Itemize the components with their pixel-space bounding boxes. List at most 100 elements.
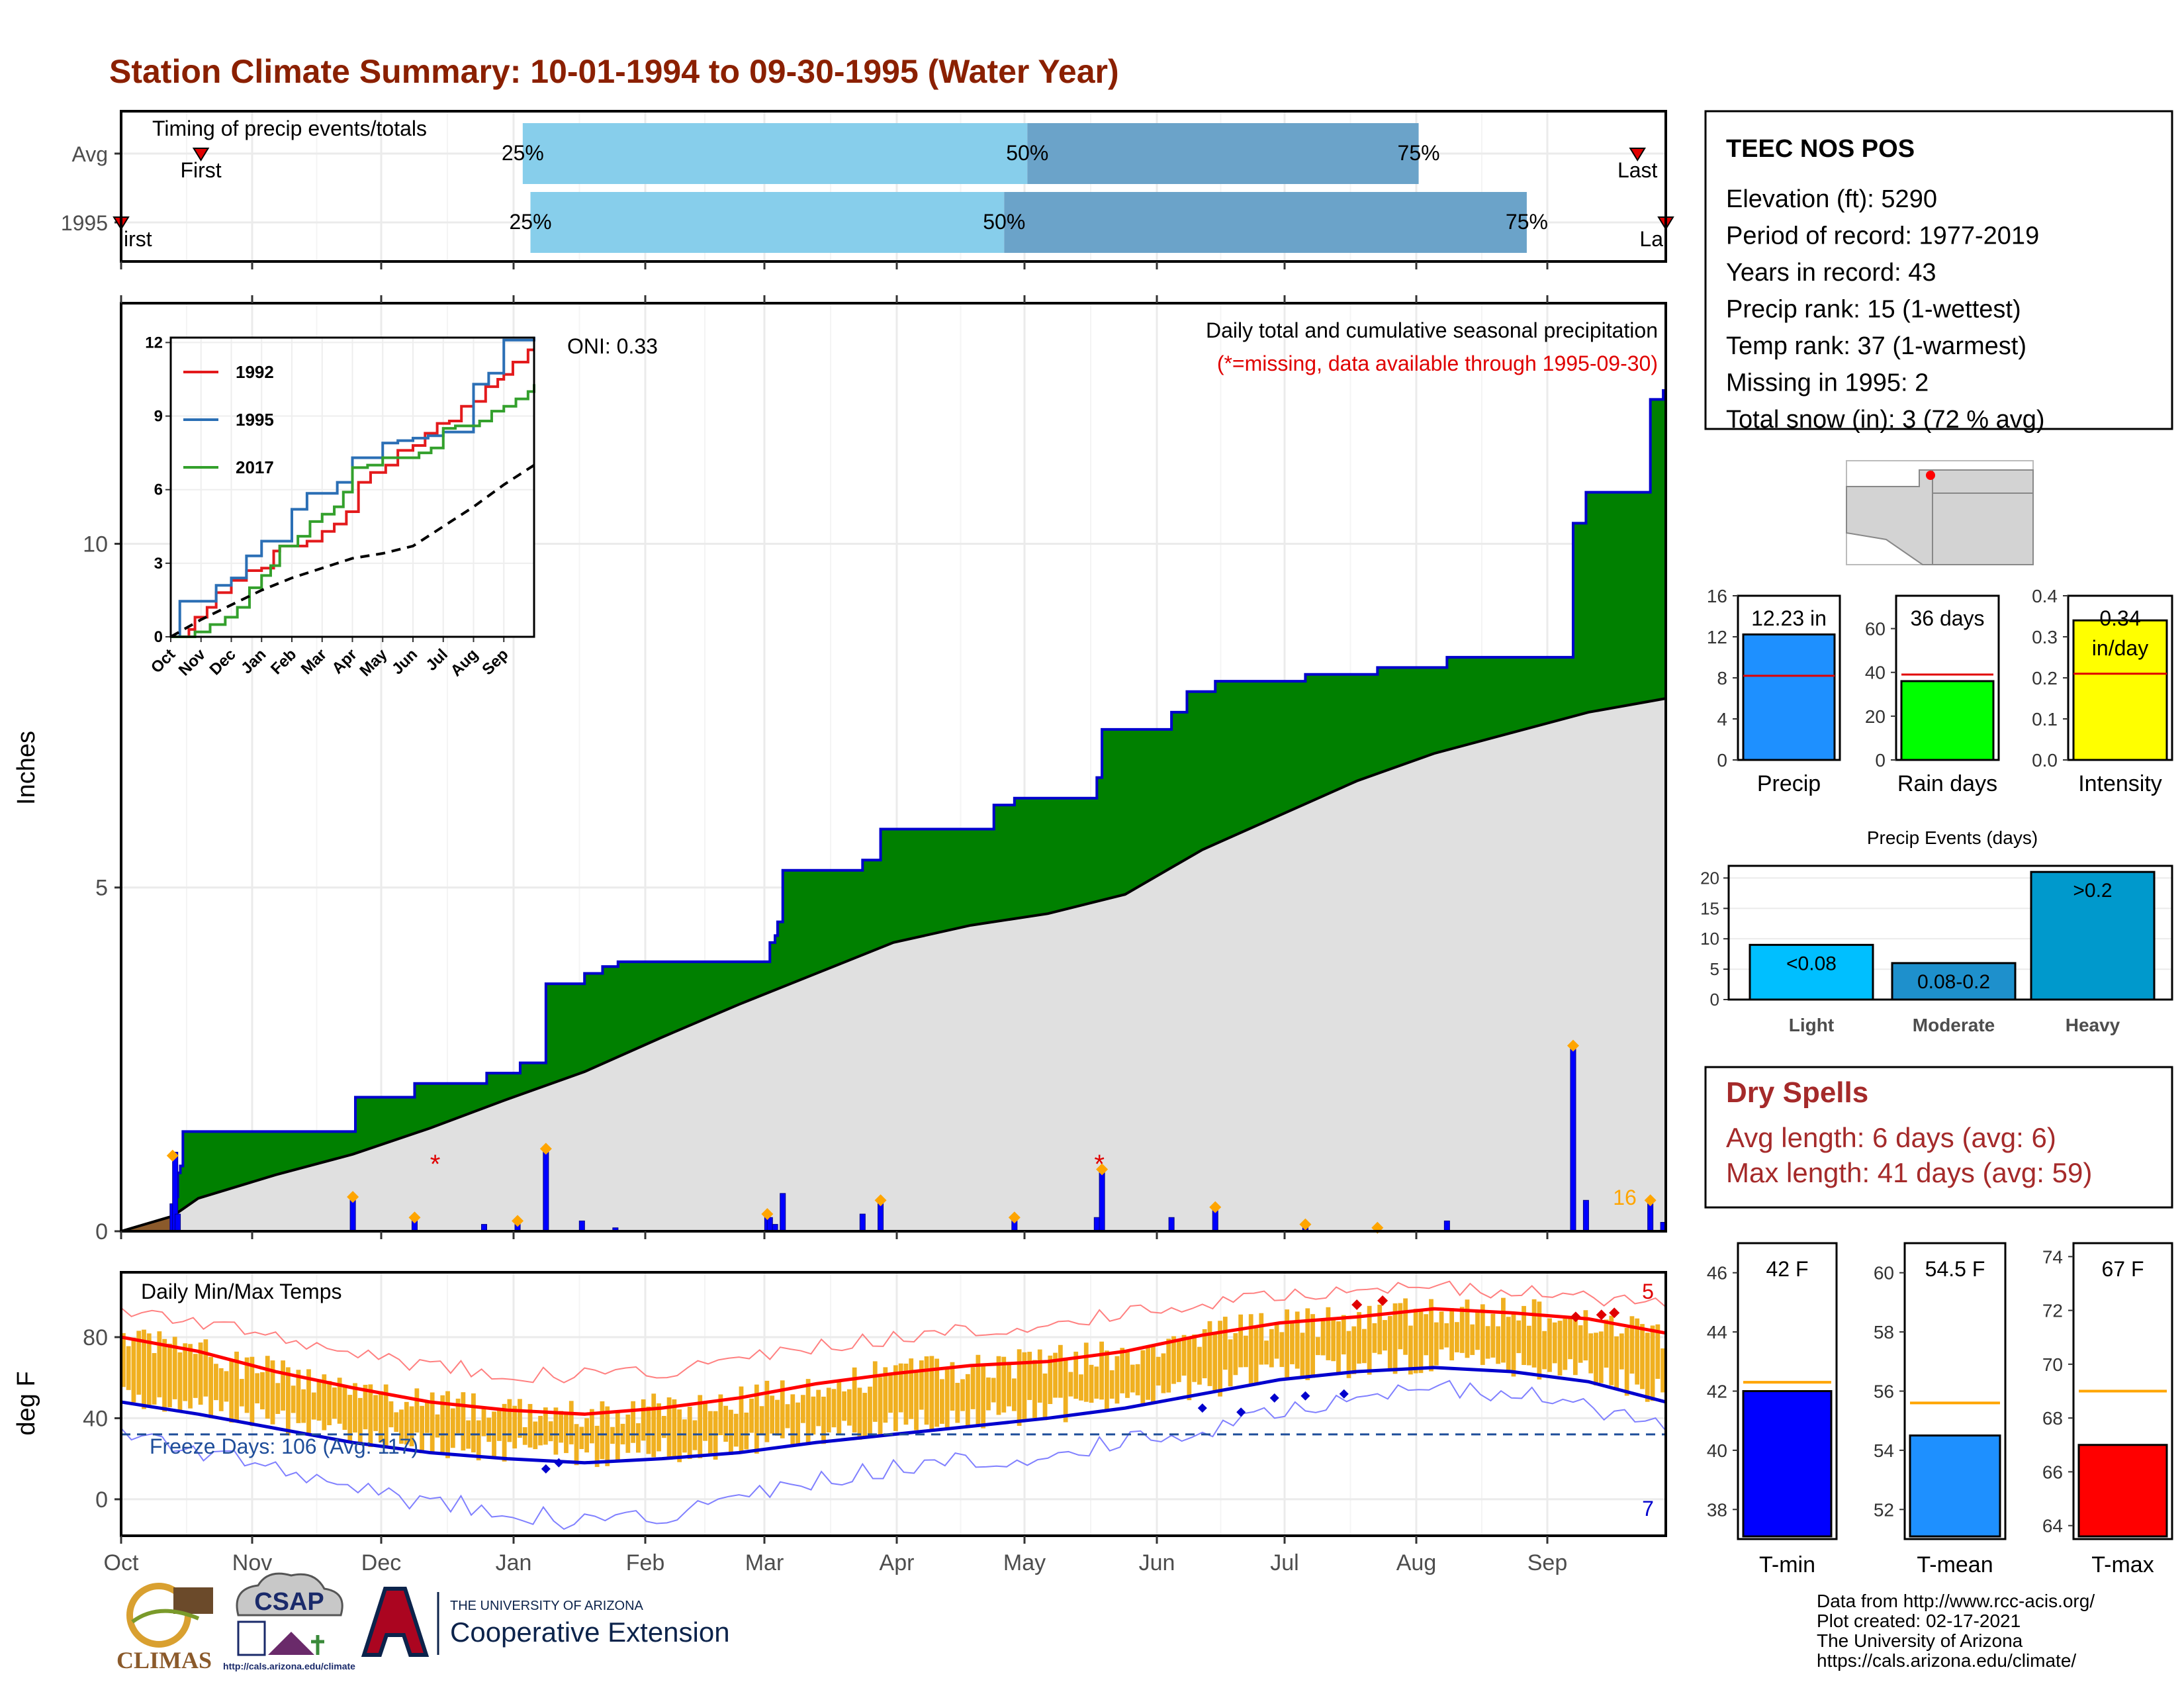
- station-location-dot: [1926, 471, 1935, 480]
- daily-temp-bar: [275, 1383, 281, 1415]
- daily-temp-bar: [965, 1374, 970, 1429]
- daily-temp-bar: [682, 1419, 687, 1453]
- daily-temp-bar: [1007, 1364, 1011, 1407]
- temp-y-axis-label: deg F: [13, 1371, 40, 1435]
- footer-line: Plot created: 02-17-2021: [1817, 1611, 2021, 1631]
- daily-temp-bar: [409, 1406, 414, 1446]
- daily-temp-bar: [641, 1399, 646, 1441]
- temp-summary-y-tick-label: 58: [1874, 1322, 1894, 1342]
- precip-frame: [120, 302, 1667, 1233]
- daily-temp-bar: [1315, 1336, 1320, 1356]
- daily-temp-bar: [1290, 1320, 1295, 1364]
- daily-temp-bar: [1661, 1348, 1665, 1393]
- inset-legend-label: 1995: [236, 410, 274, 430]
- daily-temp-bar: [940, 1379, 944, 1424]
- station-name: TEEC NOS POS: [1726, 135, 1915, 163]
- daily-temp-bar: [1146, 1346, 1150, 1400]
- daily-temp-bar: [476, 1420, 481, 1461]
- daily-temp-bar: [1583, 1310, 1588, 1361]
- freeze-days-label: Freeze Days: 106 (Avg: 117): [150, 1434, 418, 1458]
- daily-precip-bar: [780, 1193, 786, 1232]
- mean-min-temp-line: [120, 1366, 1666, 1465]
- daily-temp-bar: [610, 1427, 615, 1444]
- timing-bar-50-75: [1004, 192, 1527, 253]
- daily-temp-bar: [569, 1401, 574, 1444]
- daily-temp-bar: [1032, 1360, 1037, 1419]
- daily-temp-bar: [636, 1423, 641, 1453]
- summary-y-tick-label: 20: [1865, 706, 1886, 727]
- event-marker: [1644, 1194, 1657, 1207]
- daily-temp-bar: [1285, 1309, 1290, 1378]
- temp-summary-value-label: 54.5 F: [1925, 1257, 1985, 1281]
- daily-temp-bar: [1418, 1311, 1424, 1374]
- temp-panel-title: Daily Min/Max Temps: [141, 1280, 341, 1303]
- daily-temp-bar: [353, 1383, 357, 1433]
- event-marker: [166, 1149, 179, 1162]
- timing-bar-50-75: [1027, 123, 1419, 184]
- daily-temp-bar: [872, 1361, 878, 1422]
- daily-temp-bar: [1594, 1333, 1598, 1385]
- event-marker: [761, 1208, 774, 1221]
- temp-summary-value-bar: [1742, 1390, 1833, 1538]
- temp-summary-y-tick-label: 46: [1707, 1263, 1727, 1284]
- daily-temp-bar: [986, 1377, 991, 1411]
- daily-temp-bar: [1073, 1351, 1079, 1399]
- daily-temp-bar: [301, 1389, 306, 1423]
- summary-value-label: 36 days: [1910, 606, 1984, 630]
- event-marker: [1209, 1201, 1222, 1213]
- daily-temp-bar: [1233, 1333, 1238, 1376]
- inset-frame: [169, 336, 535, 638]
- daily-temp-bar: [1383, 1320, 1387, 1351]
- first-event-marker: [192, 148, 210, 162]
- timing-row-label: 1995: [61, 211, 108, 235]
- daily-temp-bar: [796, 1402, 800, 1444]
- daily-temp-bar: [1444, 1323, 1449, 1348]
- temp-y-tick-label: 80: [83, 1325, 108, 1350]
- daily-temp-bar: [420, 1405, 425, 1454]
- daily-temp-bar: [1279, 1332, 1285, 1368]
- footer: Data from http://www.rcc-acis.org/Plot c…: [116, 1572, 2095, 1673]
- daily-temp-bar: [337, 1378, 342, 1424]
- inset-legend-label: 2017: [236, 457, 274, 477]
- daily-temp-bar: [203, 1339, 208, 1397]
- daily-temp-bar: [1516, 1320, 1522, 1354]
- station-info-line: Precip rank: 15 (1-wettest): [1726, 296, 2021, 324]
- daily-temp-bar: [1192, 1335, 1197, 1382]
- daily-temp-bar: [589, 1409, 594, 1444]
- events-y-tick-label: 0: [1710, 990, 1719, 1009]
- temp-panel: 0 40 80 Daily Min/Max Temps Freeze Days: 106…: [13, 1271, 1667, 1575]
- csap-mountain-icon: [268, 1632, 314, 1655]
- daily-precip-bar: [859, 1213, 866, 1232]
- daily-temp-bar: [234, 1351, 239, 1421]
- daily-temp-bar: [1115, 1356, 1120, 1404]
- month-tick-label: Aug: [1396, 1550, 1437, 1575]
- daily-temp-bar: [888, 1374, 893, 1413]
- daily-temp-bar: [1531, 1299, 1537, 1368]
- daily-temp-bar: [1171, 1336, 1176, 1384]
- daily-temp-bar: [1207, 1321, 1212, 1386]
- temp-summary-y-tick-label: 56: [1874, 1382, 1894, 1402]
- daily-temp-bar: [744, 1412, 749, 1450]
- precip-panel: 0 5 10 * * Daily total and cumulative seasona…: [13, 295, 1667, 1244]
- precip-events-title: Precip Events (days): [1867, 827, 2038, 848]
- climas-logo-swoosh: [131, 1609, 200, 1624]
- daily-temp-bar: [852, 1367, 857, 1433]
- daily-temp-bar: [244, 1357, 250, 1413]
- daily-temp-bar: [388, 1401, 394, 1428]
- daily-temp-bar: [1557, 1321, 1563, 1376]
- daily-temp-bar: [347, 1395, 353, 1442]
- temp-summary-y-tick-label: 60: [1874, 1263, 1894, 1284]
- summary-y-tick-label: 40: [1865, 663, 1886, 683]
- temp-summary-y-tick-label: 42: [1707, 1382, 1727, 1402]
- first-label-1995: irst: [124, 227, 152, 251]
- daily-temp-bar: [126, 1346, 131, 1390]
- daily-temp-bar: [1588, 1333, 1594, 1374]
- daily-temp-bar: [1027, 1352, 1032, 1400]
- summary-value-unit: in/day: [2092, 636, 2148, 660]
- daily-temp-bar: [929, 1356, 934, 1429]
- daily-temp-bar: [1326, 1307, 1331, 1360]
- daily-temp-bar: [1578, 1325, 1583, 1363]
- record-low-marker: [1269, 1393, 1279, 1403]
- csap-bars-icon: [237, 1620, 266, 1656]
- daily-temp-bar: [327, 1381, 332, 1426]
